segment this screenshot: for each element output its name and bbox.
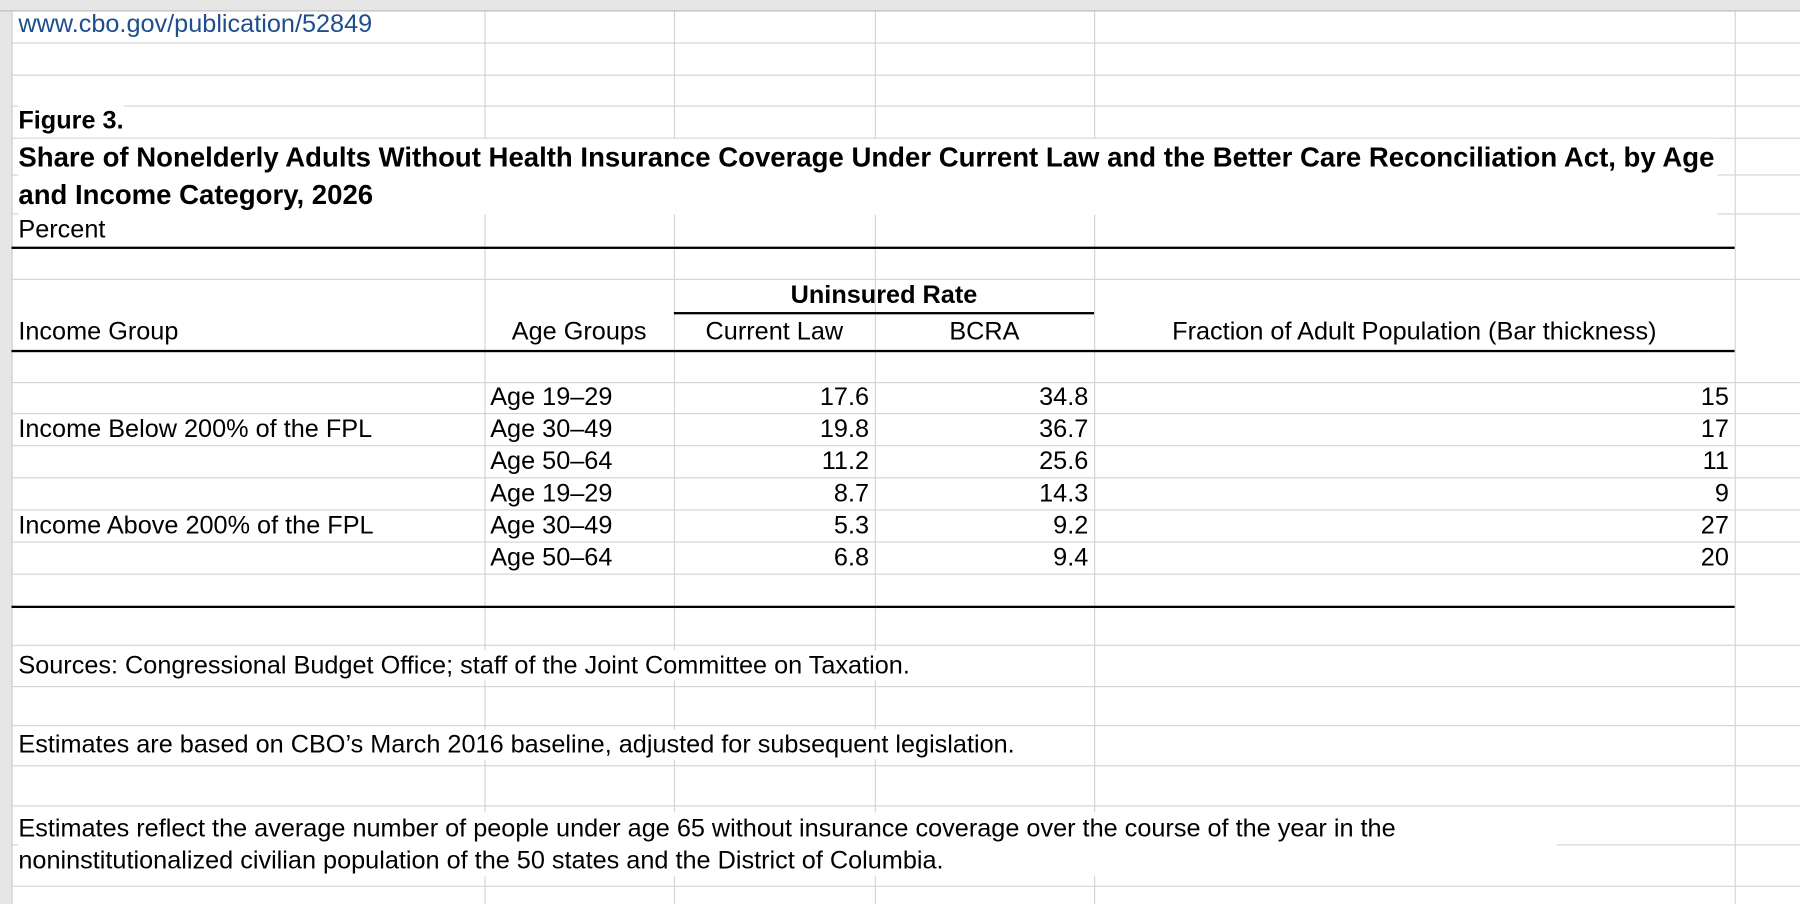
- column-header-strip: [0, 0, 1800, 12]
- grid-line: [11, 412, 1800, 415]
- fraction-value: 15: [1700, 382, 1729, 411]
- note: Estimates are based on CBO’s March 2016 …: [18, 729, 1015, 760]
- fraction-value: 17: [1700, 414, 1729, 443]
- grid-line: [11, 509, 1800, 511]
- grid-line: [11, 42, 1800, 44]
- grid-line: [11, 11, 13, 904]
- grid-line: [11, 805, 1800, 807]
- fraction-value: 27: [1700, 510, 1729, 540]
- border-line: [11, 246, 1735, 249]
- border-line: [11, 605, 1735, 609]
- grid-line: [11, 137, 1800, 139]
- grid-line: [11, 765, 1800, 767]
- column-header: BCRA: [949, 316, 1020, 346]
- fraction-value: 20: [1700, 542, 1729, 572]
- bcra-value: 9.4: [1053, 542, 1089, 572]
- bcra-value: 9.2: [1053, 510, 1089, 540]
- age-group: Age 50–64: [490, 542, 613, 572]
- unit-label: Percent: [18, 214, 106, 244]
- income-group: Income Above 200% of the FPL: [18, 510, 374, 540]
- column-header: Income Group: [18, 316, 179, 346]
- grid-line: [11, 885, 1800, 887]
- age-group: Age 30–49: [490, 510, 613, 540]
- source-note: Sources: Congressional Budget Office; st…: [18, 650, 910, 681]
- grid-line: [11, 477, 1800, 479]
- grid-line: [1734, 11, 1736, 904]
- url-link[interactable]: www.cbo.gov/publication/52849: [18, 9, 373, 38]
- age-group: Age 19–29: [490, 382, 613, 411]
- grid-line: [11, 541, 1800, 543]
- bcra-value: 34.8: [1039, 382, 1089, 411]
- grid-line: [11, 725, 1800, 727]
- age-group: Age 19–29: [490, 478, 613, 508]
- column-header: Current Law: [705, 316, 844, 346]
- column-header: Age Groups: [511, 316, 647, 346]
- border-line: [11, 349, 1735, 353]
- grid-line: [11, 105, 1800, 107]
- figure-title: Share of Nonelderly Adults Without Healt…: [18, 138, 1718, 215]
- income-group: Income Below 200% of the FPL: [18, 414, 373, 443]
- age-group: Age 30–49: [490, 414, 613, 443]
- note: Estimates reflect the average number of …: [18, 812, 1557, 877]
- bcra-value: 14.3: [1039, 478, 1089, 508]
- current-law-value: 6.8: [833, 542, 870, 572]
- grid-line: [11, 644, 1800, 646]
- current-law-value: 19.8: [819, 414, 870, 443]
- age-group: Age 50–64: [490, 446, 613, 475]
- current-law-value: 17.6: [819, 382, 870, 411]
- grid-line: [11, 74, 1800, 76]
- grid-line: [1094, 11, 1096, 904]
- grid-line: [874, 11, 876, 904]
- current-law-value: 11.2: [821, 446, 870, 475]
- grid-line: [673, 11, 676, 904]
- grid-line: [11, 573, 1800, 575]
- column-header: Fraction of Adult Population (Bar thickn…: [1172, 316, 1657, 346]
- current-law-value: 5.3: [833, 510, 870, 540]
- fraction-value: 11: [1702, 446, 1729, 475]
- border-line: [673, 312, 1095, 315]
- bcra-value: 25.6: [1039, 446, 1089, 475]
- grid-line: [484, 11, 486, 904]
- grid-line: [11, 278, 1800, 280]
- grid-line: [11, 382, 1800, 384]
- figure-label: Figure 3.: [18, 105, 124, 136]
- current-law-value: 8.7: [833, 478, 870, 508]
- group-header: Uninsured Rate: [790, 279, 978, 309]
- grid-line: [11, 445, 1800, 447]
- bcra-value: 36.7: [1039, 414, 1089, 443]
- grid-line: [11, 686, 1800, 688]
- fraction-value: 9: [1714, 478, 1729, 508]
